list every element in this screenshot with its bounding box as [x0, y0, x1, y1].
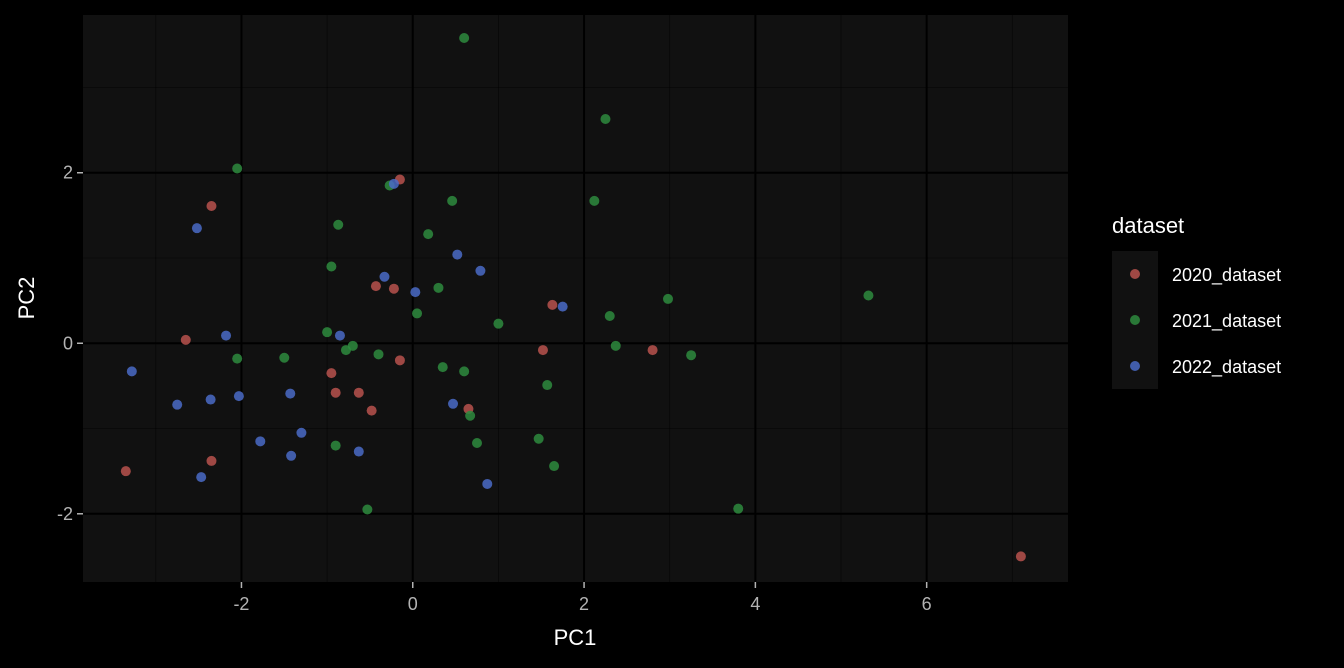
data-point: [196, 472, 207, 483]
data-point: [330, 440, 341, 451]
data-point: [191, 223, 202, 234]
data-point: [647, 345, 658, 356]
data-point: [472, 438, 482, 449]
data-point: [604, 310, 615, 321]
major-gridlines: [83, 15, 1068, 582]
legend-key-point: [1130, 315, 1140, 325]
data-point: [465, 410, 476, 421]
minor-gridlines: [83, 15, 1068, 582]
data-point: [333, 219, 344, 230]
data-point: [589, 195, 600, 206]
x-tick-label: 2: [579, 594, 589, 614]
data-point: [557, 301, 568, 312]
y-axis-ticks: -2 0 2: [57, 163, 83, 524]
data-point: [206, 200, 217, 211]
data-point: [452, 249, 463, 260]
data-point: [459, 33, 470, 44]
data-point: [388, 283, 399, 294]
data-point: [330, 387, 341, 398]
data-point: [205, 394, 216, 405]
data-point: [533, 433, 544, 444]
data-point: [221, 330, 232, 341]
data-point: [373, 349, 384, 360]
data-point: [549, 461, 560, 472]
y-axis-title: PC2: [14, 277, 39, 320]
data-point: [610, 340, 621, 351]
data-point: [362, 504, 373, 515]
data-points: [120, 33, 1026, 562]
legend: dataset 2020_dataset 2021_dataset 2022_dat…: [1112, 213, 1281, 389]
data-point: [423, 229, 434, 240]
data-point: [410, 287, 421, 298]
data-point: [366, 405, 377, 416]
data-point: [1015, 551, 1026, 562]
y-tick-label: -2: [57, 504, 73, 524]
x-tick-label: -2: [233, 594, 249, 614]
legend-items: 2020_dataset 2021_dataset 2022_dataset: [1130, 265, 1281, 378]
data-point: [482, 478, 493, 489]
data-point: [347, 340, 358, 351]
x-tick-label: 6: [922, 594, 932, 614]
data-point: [379, 271, 390, 282]
data-point: [172, 399, 183, 410]
data-point: [353, 446, 364, 457]
data-point: [663, 293, 674, 304]
series-2021_dataset: [232, 33, 874, 515]
legend-label: 2020_dataset: [1172, 265, 1281, 286]
data-point: [433, 282, 444, 293]
data-point: [394, 355, 405, 366]
data-point: [448, 398, 459, 409]
data-point: [600, 114, 611, 125]
x-tick-label: 0: [408, 594, 418, 614]
data-point: [370, 281, 381, 292]
data-point: [279, 352, 290, 363]
data-point: [232, 353, 243, 364]
data-point: [326, 261, 337, 272]
data-point: [286, 450, 297, 461]
x-tick-label: 4: [750, 594, 760, 614]
x-axis-ticks: -2 0 2 4 6: [233, 582, 932, 614]
data-point: [296, 427, 307, 438]
legend-label: 2022_dataset: [1172, 357, 1281, 378]
data-point: [285, 388, 296, 399]
data-point: [537, 345, 548, 356]
data-point: [493, 318, 504, 329]
data-point: [388, 178, 399, 189]
data-point: [459, 366, 470, 377]
data-point: [447, 195, 458, 206]
data-point: [353, 387, 364, 398]
data-point: [126, 366, 137, 377]
legend-label: 2021_dataset: [1172, 311, 1281, 332]
data-point: [547, 299, 558, 310]
data-point: [686, 350, 697, 361]
x-axis-title: PC1: [554, 625, 597, 650]
data-point: [232, 163, 243, 174]
legend-title: dataset: [1112, 213, 1184, 238]
data-point: [255, 436, 266, 447]
plot-panel: [83, 15, 1068, 582]
data-point: [233, 391, 244, 402]
data-point: [542, 380, 553, 391]
data-point: [412, 308, 423, 319]
data-point: [120, 466, 131, 477]
data-point: [180, 334, 191, 345]
data-point: [437, 362, 448, 373]
data-point: [733, 503, 744, 514]
legend-key-point: [1130, 361, 1140, 371]
data-point: [334, 330, 345, 341]
data-point: [322, 327, 333, 338]
data-point: [475, 265, 486, 276]
legend-key-point: [1130, 269, 1140, 279]
data-point: [206, 455, 217, 466]
data-point: [326, 368, 337, 379]
data-point: [863, 290, 874, 301]
y-tick-label: 0: [63, 333, 73, 353]
y-tick-label: 2: [63, 163, 73, 183]
series-2022_dataset: [126, 178, 568, 489]
